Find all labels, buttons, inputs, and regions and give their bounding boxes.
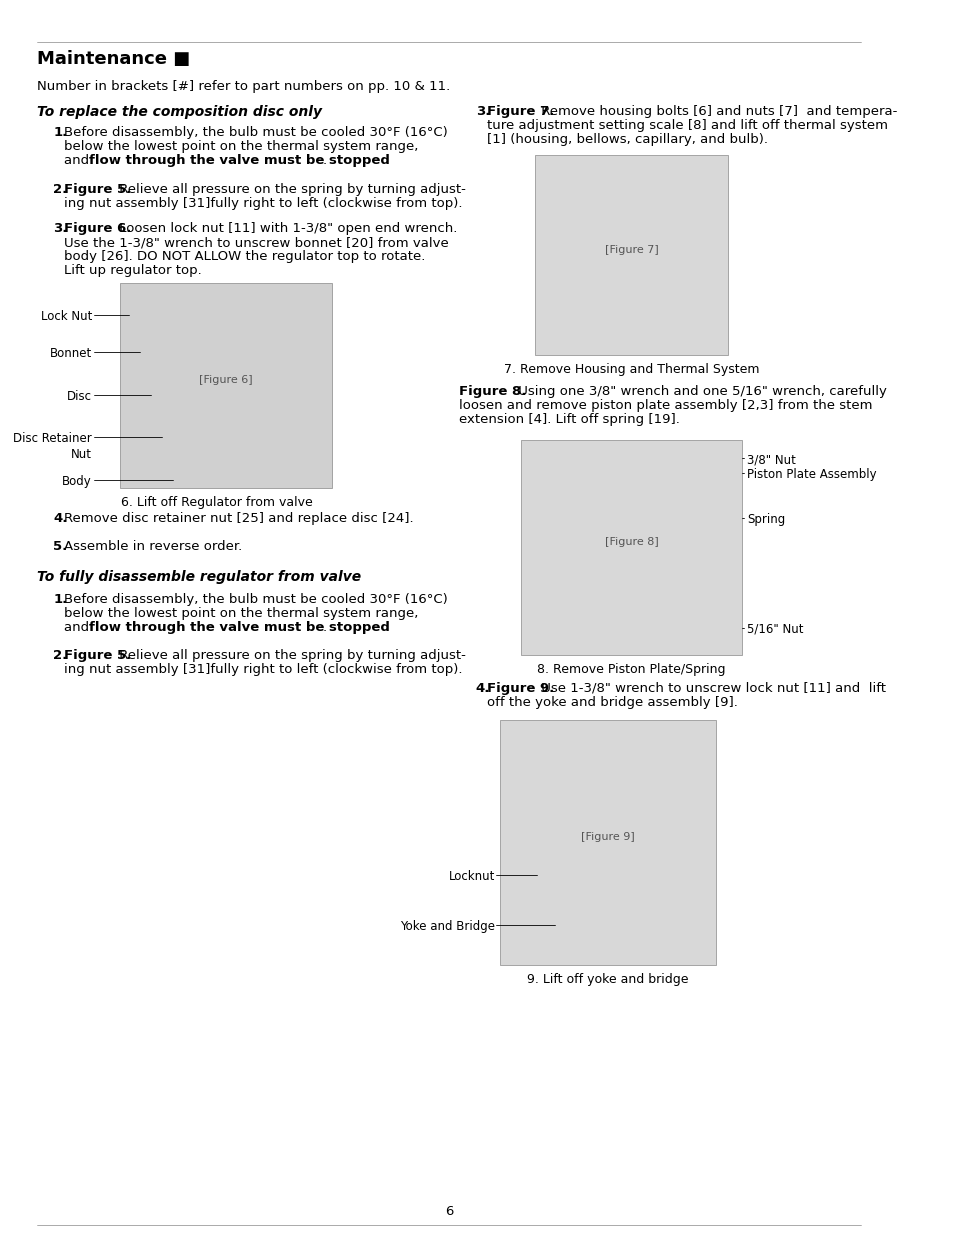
Text: off the yoke and bridge assembly [9].: off the yoke and bridge assembly [9]. [486,697,737,709]
Text: 8. Remove Piston Plate/Spring: 8. Remove Piston Plate/Spring [537,663,725,676]
Text: and: and [64,621,93,634]
Text: [Figure 8]: [Figure 8] [604,537,658,547]
Text: ture adjustment setting scale [8] and lift off thermal system: ture adjustment setting scale [8] and li… [486,119,887,132]
Text: ing nut assembly [31]fully right to left (clockwise from top).: ing nut assembly [31]fully right to left… [64,198,462,210]
Text: [1] (housing, bellows, capillary, and bulb).: [1] (housing, bellows, capillary, and bu… [486,133,767,146]
Text: and: and [64,154,93,167]
Text: 7. Remove Housing and Thermal System: 7. Remove Housing and Thermal System [503,363,759,375]
Text: Figure 7.: Figure 7. [486,105,554,119]
Text: Disc: Disc [67,390,91,403]
Text: 4.: 4. [476,682,490,695]
Text: Remove disc retainer nut [25] and replace disc [24].: Remove disc retainer nut [25] and replac… [64,513,414,525]
Text: 3.: 3. [476,105,490,119]
Text: .: . [322,154,326,167]
Text: flow through the valve must be stopped: flow through the valve must be stopped [90,621,390,634]
Text: Using one 3/8" wrench and one 5/16" wrench, carefully: Using one 3/8" wrench and one 5/16" wren… [514,385,886,398]
Text: 6. Lift off Regulator from valve: 6. Lift off Regulator from valve [120,496,312,509]
Text: Figure 8.: Figure 8. [458,385,526,398]
Text: ing nut assembly [31]fully right to left (clockwise from top).: ing nut assembly [31]fully right to left… [64,663,462,676]
Text: To replace the composition disc only: To replace the composition disc only [36,105,321,119]
Text: Loosen lock nut [11] with 1-3/8" open end wrench.: Loosen lock nut [11] with 1-3/8" open en… [115,222,456,235]
Text: Locknut: Locknut [448,869,495,883]
Text: 9. Lift off yoke and bridge: 9. Lift off yoke and bridge [526,973,688,986]
Text: Figure 6.: Figure 6. [64,222,132,235]
Text: 5.: 5. [53,540,68,553]
Text: 3/8" Nut: 3/8" Nut [746,453,795,466]
Text: flow through the valve must be stopped: flow through the valve must be stopped [90,154,390,167]
Text: Body: Body [62,475,91,488]
Text: Figure 5.: Figure 5. [64,183,132,196]
Text: 6: 6 [444,1205,453,1218]
Text: [Figure 9]: [Figure 9] [580,832,634,842]
Text: Lift up regulator top.: Lift up regulator top. [64,264,202,277]
Text: [Figure 7]: [Figure 7] [604,245,658,254]
Text: below the lowest point on the thermal system range,: below the lowest point on the thermal sy… [64,140,418,153]
Text: Before disassembly, the bulb must be cooled 30°F (16°C): Before disassembly, the bulb must be coo… [64,593,448,606]
Text: Remove housing bolts [6] and nuts [7]  and tempera-: Remove housing bolts [6] and nuts [7] an… [537,105,897,119]
Text: extension [4]. Lift off spring [19].: extension [4]. Lift off spring [19]. [458,412,679,426]
Text: Figure 9.: Figure 9. [486,682,554,695]
Text: 3.: 3. [53,222,68,235]
Text: Lock Nut: Lock Nut [41,310,91,324]
Text: Number in brackets [#] refer to part numbers on pp. 10 & 11.: Number in brackets [#] refer to part num… [36,80,450,93]
Text: 1.: 1. [53,126,68,140]
Text: .: . [322,621,326,634]
Text: 2.: 2. [53,183,68,196]
Text: Figure 5.: Figure 5. [64,650,132,662]
Text: To fully disassemble regulator from valve: To fully disassemble regulator from valv… [36,571,360,584]
Text: Yoke and Bridge: Yoke and Bridge [399,920,495,932]
Text: Relieve all pressure on the spring by turning adjust-: Relieve all pressure on the spring by tu… [115,183,465,196]
Text: 4.: 4. [53,513,68,525]
FancyBboxPatch shape [499,720,716,965]
Text: body [26]. DO NOT ALLOW the regulator top to rotate.: body [26]. DO NOT ALLOW the regulator to… [64,249,425,263]
Text: Piston Plate Assembly: Piston Plate Assembly [746,468,876,480]
Text: 1.: 1. [53,593,68,606]
Text: 2.: 2. [53,650,68,662]
Text: [Figure 6]: [Figure 6] [199,375,253,385]
Text: Use the 1-3/8" wrench to unscrew bonnet [20] from valve: Use the 1-3/8" wrench to unscrew bonnet … [64,236,449,249]
Text: Maintenance ■: Maintenance ■ [36,49,190,68]
Text: Assemble in reverse order.: Assemble in reverse order. [64,540,242,553]
Text: 5/16" Nut: 5/16" Nut [746,622,802,636]
Text: Disc Retainer
Nut: Disc Retainer Nut [13,432,91,461]
Text: loosen and remove piston plate assembly [2,3] from the stem: loosen and remove piston plate assembly … [458,399,872,412]
Text: Relieve all pressure on the spring by turning adjust-: Relieve all pressure on the spring by tu… [115,650,465,662]
Text: Spring: Spring [746,513,784,526]
Text: Use 1-3/8" wrench to unscrew lock nut [11] and  lift: Use 1-3/8" wrench to unscrew lock nut [1… [537,682,885,695]
Text: Before disassembly, the bulb must be cooled 30°F (16°C): Before disassembly, the bulb must be coo… [64,126,448,140]
FancyBboxPatch shape [520,440,741,655]
Text: below the lowest point on the thermal system range,: below the lowest point on the thermal sy… [64,606,418,620]
FancyBboxPatch shape [535,156,728,354]
FancyBboxPatch shape [119,283,332,488]
Text: Bonnet: Bonnet [50,347,91,359]
